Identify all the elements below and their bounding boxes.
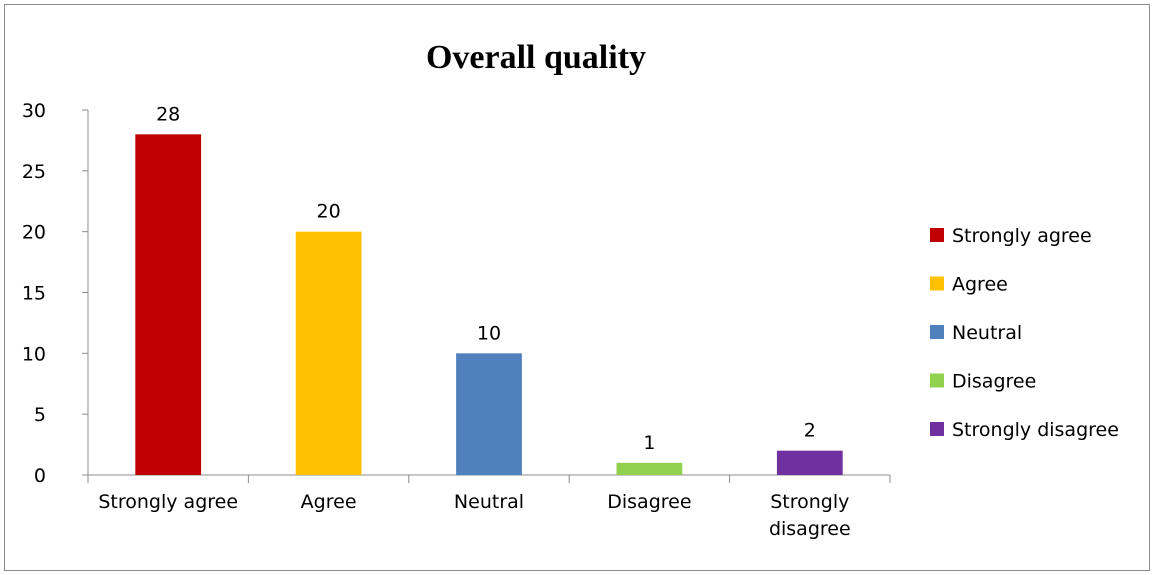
legend-label: Agree bbox=[952, 274, 1008, 296]
legend-swatch bbox=[930, 325, 944, 339]
x-tick-label: Disagree bbox=[607, 491, 691, 513]
data-label: 10 bbox=[477, 322, 501, 344]
bar bbox=[135, 134, 202, 476]
legend-swatch bbox=[930, 276, 944, 291]
y-tick-label: 10 bbox=[22, 343, 46, 365]
legend-swatch bbox=[930, 228, 944, 242]
legend-label: Strongly disagree bbox=[952, 419, 1119, 441]
x-tick-label: Neutral bbox=[454, 491, 524, 513]
bar bbox=[616, 462, 683, 475]
y-tick-label: 20 bbox=[22, 222, 46, 244]
x-axis: Strongly agree Agree Neutral Disagree Strong… bbox=[87, 474, 891, 540]
y-tick-label: 25 bbox=[22, 161, 46, 183]
legend-swatch bbox=[930, 373, 944, 388]
y-tick-label: 5 bbox=[34, 404, 46, 426]
bar bbox=[295, 231, 362, 475]
y-tick-label: 15 bbox=[22, 283, 46, 305]
bars bbox=[135, 134, 843, 476]
y-tick-label: 0 bbox=[34, 465, 46, 487]
x-tick-label: Strongly agree bbox=[98, 491, 238, 513]
legend-label: Disagree bbox=[952, 371, 1036, 393]
legend: Strongly agree Agree Neutral Disagree Strong… bbox=[930, 225, 1119, 441]
data-label: 28 bbox=[156, 103, 180, 125]
data-label: 1 bbox=[643, 432, 655, 454]
x-tick-label: Strongly disagree bbox=[769, 491, 851, 540]
y-axis: 0 5 10 15 20 25 30 bbox=[22, 100, 89, 487]
data-labels: 28 20 10 1 2 bbox=[156, 103, 816, 454]
data-label: 20 bbox=[317, 201, 341, 223]
chart-title: Overall quality bbox=[426, 39, 646, 76]
bar bbox=[776, 450, 843, 475]
legend-label: Neutral bbox=[952, 322, 1022, 344]
x-tick-label: Agree bbox=[301, 491, 357, 513]
legend-label: Strongly agree bbox=[952, 225, 1092, 247]
data-label: 2 bbox=[804, 420, 816, 442]
legend-swatch bbox=[930, 422, 944, 436]
y-tick-label: 30 bbox=[22, 100, 46, 122]
bar bbox=[456, 353, 522, 475]
